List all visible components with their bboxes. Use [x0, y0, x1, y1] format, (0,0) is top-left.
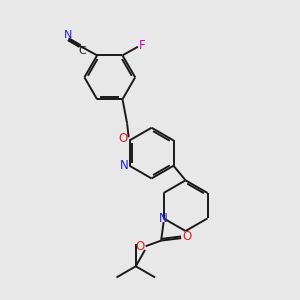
Text: C: C: [79, 46, 86, 56]
Text: N: N: [120, 159, 128, 172]
Text: N: N: [159, 212, 168, 225]
Text: F: F: [139, 39, 146, 52]
Text: O: O: [136, 240, 145, 253]
Text: O: O: [118, 132, 128, 145]
Text: N: N: [64, 30, 73, 40]
Text: O: O: [182, 230, 191, 243]
